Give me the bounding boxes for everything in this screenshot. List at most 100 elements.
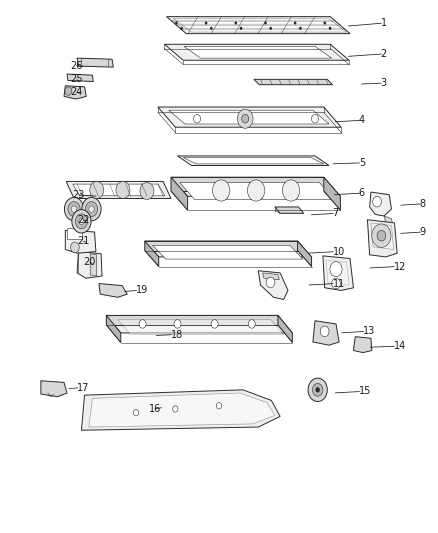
Polygon shape [67,74,93,82]
Circle shape [264,21,267,25]
Circle shape [71,206,77,212]
Text: 3: 3 [381,78,387,88]
Polygon shape [77,58,113,67]
Text: 17: 17 [77,383,89,393]
Text: 20: 20 [84,257,96,267]
Circle shape [242,115,249,123]
Circle shape [140,182,154,199]
Text: 10: 10 [332,247,345,256]
Circle shape [311,115,318,123]
Circle shape [211,320,218,328]
Text: 25: 25 [71,75,83,84]
Circle shape [377,230,386,241]
Polygon shape [41,381,67,397]
Text: 12: 12 [394,262,406,271]
Circle shape [71,242,79,253]
Text: 14: 14 [394,341,406,351]
Circle shape [90,181,104,198]
Circle shape [237,109,253,128]
Polygon shape [166,17,350,34]
Polygon shape [152,245,303,259]
Polygon shape [278,316,292,343]
Polygon shape [254,79,332,85]
Polygon shape [81,390,280,430]
Text: 23: 23 [73,190,85,200]
Circle shape [68,201,80,216]
Polygon shape [263,273,279,280]
Circle shape [75,214,88,229]
Circle shape [269,27,272,30]
Circle shape [180,27,183,30]
Polygon shape [297,241,311,266]
Polygon shape [90,254,97,276]
Polygon shape [99,284,127,297]
Polygon shape [275,207,304,213]
Text: 9: 9 [420,227,426,237]
Polygon shape [169,110,329,124]
Text: 16: 16 [149,404,161,414]
Polygon shape [323,256,353,290]
Polygon shape [118,320,284,335]
Circle shape [324,21,326,25]
Polygon shape [370,192,392,216]
Circle shape [248,320,255,328]
Text: 26: 26 [71,61,83,70]
Circle shape [372,224,391,247]
Circle shape [330,262,342,277]
Polygon shape [326,260,349,285]
Polygon shape [367,220,397,257]
Circle shape [212,180,230,201]
Polygon shape [384,216,393,225]
Circle shape [173,406,178,412]
Circle shape [85,201,98,216]
Circle shape [320,326,329,337]
Text: 1: 1 [381,18,387,28]
Circle shape [312,383,323,396]
Text: 22: 22 [77,215,90,225]
Circle shape [294,21,297,25]
Text: 6: 6 [359,188,365,198]
Polygon shape [66,181,171,198]
Circle shape [373,196,381,207]
Circle shape [82,197,101,221]
Polygon shape [177,156,329,165]
Circle shape [332,278,340,289]
Circle shape [315,387,320,392]
Polygon shape [324,177,340,210]
Polygon shape [171,177,340,196]
Polygon shape [180,182,334,199]
Polygon shape [89,393,275,427]
Polygon shape [353,337,372,353]
Polygon shape [371,223,394,249]
Polygon shape [145,241,297,251]
FancyBboxPatch shape [67,228,82,239]
Circle shape [216,402,222,409]
Text: 18: 18 [171,329,183,340]
Circle shape [299,27,302,30]
Circle shape [65,87,72,95]
Polygon shape [145,241,159,266]
Circle shape [210,27,212,30]
Circle shape [79,218,84,224]
Circle shape [329,27,332,30]
Polygon shape [106,316,278,325]
Polygon shape [164,44,349,60]
Polygon shape [106,316,292,333]
Polygon shape [173,18,346,32]
Text: 24: 24 [71,87,83,97]
Polygon shape [171,177,324,191]
Text: 21: 21 [77,236,89,246]
Circle shape [308,378,327,401]
Circle shape [234,21,237,25]
Circle shape [64,197,84,221]
Polygon shape [184,46,332,58]
Polygon shape [73,184,165,196]
Circle shape [89,206,94,212]
Circle shape [139,320,146,328]
Polygon shape [145,241,311,257]
Circle shape [266,277,275,288]
Polygon shape [77,252,102,278]
Text: 15: 15 [359,386,371,397]
Polygon shape [65,230,96,253]
Circle shape [174,320,181,328]
